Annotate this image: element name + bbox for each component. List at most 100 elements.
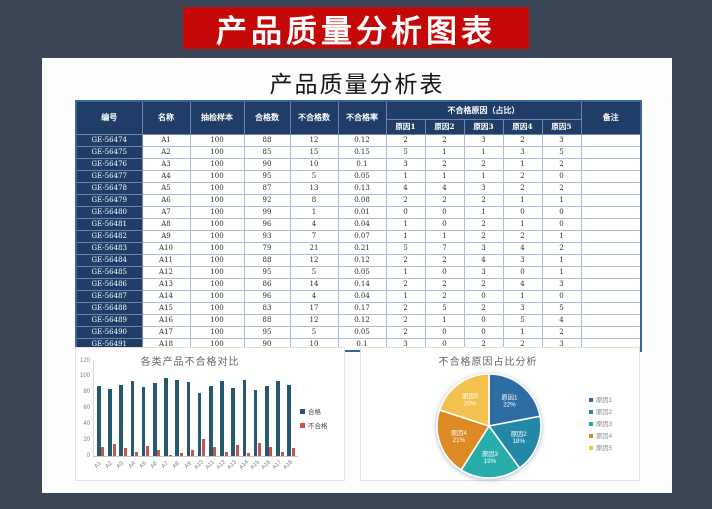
table-row: GE-56483 A10 100 79 21 0.21 5 7 3 4 2 [75, 241, 642, 255]
row-cell: 0.05 [337, 265, 387, 279]
row-cell: 0 [463, 289, 504, 303]
row-cell [580, 325, 642, 339]
bar-y-tick-label: 100 [79, 373, 90, 380]
pie-legend: 原因1 原因2 原因3 原因4 原因5 [589, 395, 612, 455]
bar-pass [242, 380, 247, 456]
row-cell: 2 [424, 133, 465, 147]
row-cell: 92 [243, 193, 291, 207]
row-cell: 2 [385, 301, 426, 315]
row-cell: 90 [243, 157, 291, 171]
row-cell: 12 [289, 313, 339, 327]
row-cell: 100 [189, 205, 245, 219]
row-cell: A5 [141, 181, 191, 195]
bar-fail [235, 444, 239, 456]
col-header-reason5: 原因5 [541, 118, 582, 135]
row-cell: A12 [141, 265, 191, 279]
row-cell: A11 [141, 253, 191, 267]
row-cell [580, 229, 642, 243]
row-cell: 0.12 [337, 313, 387, 327]
row-cell: 2 [385, 253, 426, 267]
bar-pass [153, 383, 157, 456]
legend-marker-icon [300, 408, 305, 414]
row-cell: 2 [385, 193, 426, 207]
pie-slice [488, 415, 542, 469]
row-cell: 2 [385, 133, 426, 147]
row-cell: 1 [289, 205, 339, 219]
banner-title: 产品质量分析图表 [216, 13, 496, 49]
row-cell: 0.13 [337, 181, 387, 195]
bar-pass [253, 390, 258, 456]
table-row: GE-56485 A12 100 95 5 0.05 1 0 3 0 1 [75, 265, 642, 279]
row-cell: 95 [243, 169, 291, 183]
row-cell: 2 [502, 229, 543, 243]
row-cell: A15 [141, 301, 191, 315]
row-cell: 0.04 [337, 217, 387, 231]
row-cell: 3 [463, 181, 504, 195]
row-cell: 0.04 [337, 289, 387, 303]
row-cell: 0.21 [337, 241, 387, 255]
row-id-cell: GE-56489 [75, 313, 143, 327]
bar-fail [247, 452, 250, 456]
col-header-fail-rate: 不合格率 [337, 100, 387, 135]
bar-pass [130, 380, 135, 456]
bar-fail [168, 455, 172, 456]
row-cell: 2 [463, 217, 504, 231]
row-cell: 10 [289, 157, 339, 171]
row-cell: 100 [189, 277, 245, 291]
row-cell: 1 [463, 205, 504, 219]
row-cell [580, 265, 642, 279]
row-cell: 100 [189, 181, 245, 195]
bar-pass [231, 387, 235, 456]
legend-item: 原因3 [589, 419, 612, 428]
row-id-cell: GE-56474 [75, 133, 143, 147]
row-cell [580, 253, 642, 267]
table-body: GE-56474 A1 100 88 12 0.12 2 2 3 2 3 GE-56475 A2 100 8… [75, 133, 642, 351]
row-cell: 1 [502, 217, 543, 231]
row-cell: 3 [502, 301, 543, 315]
col-header-reason-group: 不合格原因（占比） [385, 100, 582, 120]
row-cell: 100 [189, 301, 245, 315]
row-cell: A4 [141, 169, 191, 183]
pie-slice [436, 409, 490, 471]
bar-chart-panel: 各类产品不合格对比 合格 不合格 0 20 40 60 80 100 120 A1 A2 A3 A4 A… [75, 347, 345, 481]
bar-fail [179, 452, 183, 456]
row-cell: 3 [502, 145, 543, 159]
row-cell: 2 [424, 253, 465, 267]
row-cell [580, 193, 642, 207]
row-cell: 0 [424, 325, 465, 339]
row-id-cell: GE-56475 [75, 145, 143, 159]
row-cell: 100 [189, 325, 245, 339]
row-cell: 96 [243, 289, 291, 303]
row-cell: 1 [541, 253, 582, 267]
row-cell [580, 169, 642, 183]
table-row: GE-56478 A5 100 87 13 0.13 4 4 3 2 2 [75, 181, 642, 195]
row-cell: 0 [541, 205, 582, 219]
report-sheet: 产品质量分析表 编号 名称 抽检样本 合格数 不合格数 不合格率 不合格原因（占… [42, 58, 672, 493]
table-row: GE-56486 A13 100 86 14 0.14 2 2 2 4 3 [75, 277, 642, 291]
row-cell [580, 241, 642, 255]
row-cell: 2 [385, 277, 426, 291]
bar-x-axis [93, 456, 298, 457]
table-row: GE-56490 A17 100 95 5 0.05 2 0 0 1 2 [75, 325, 642, 339]
row-id-cell: GE-56484 [75, 253, 143, 267]
bar-y-tick-label: 40 [83, 420, 90, 427]
row-cell: 0.07 [337, 229, 387, 243]
row-cell [580, 133, 642, 147]
pie-slice [488, 373, 541, 427]
row-cell: 2 [541, 157, 582, 171]
table-row: GE-56479 A6 100 92 8 0.08 2 2 2 1 1 [75, 193, 642, 207]
row-cell: 5 [502, 313, 543, 327]
row-id-cell: GE-56477 [75, 169, 143, 183]
row-id-cell: GE-56478 [75, 181, 143, 195]
row-cell: 1 [502, 325, 543, 339]
table-row: GE-56481 A8 100 96 4 0.04 1 0 2 1 0 [75, 217, 642, 231]
row-cell: 83 [243, 301, 291, 315]
bar-y-tick-label: 60 [83, 405, 90, 411]
row-cell: A10 [141, 241, 191, 255]
bar-chart-title: 各类产品不合格对比 [140, 357, 240, 368]
row-cell: 2 [463, 277, 504, 291]
table-row: GE-56487 A14 100 96 4 0.04 1 2 0 1 0 [75, 289, 642, 303]
bar-fail [258, 442, 262, 456]
row-cell: 21 [289, 241, 339, 255]
bar-pass [97, 386, 101, 456]
